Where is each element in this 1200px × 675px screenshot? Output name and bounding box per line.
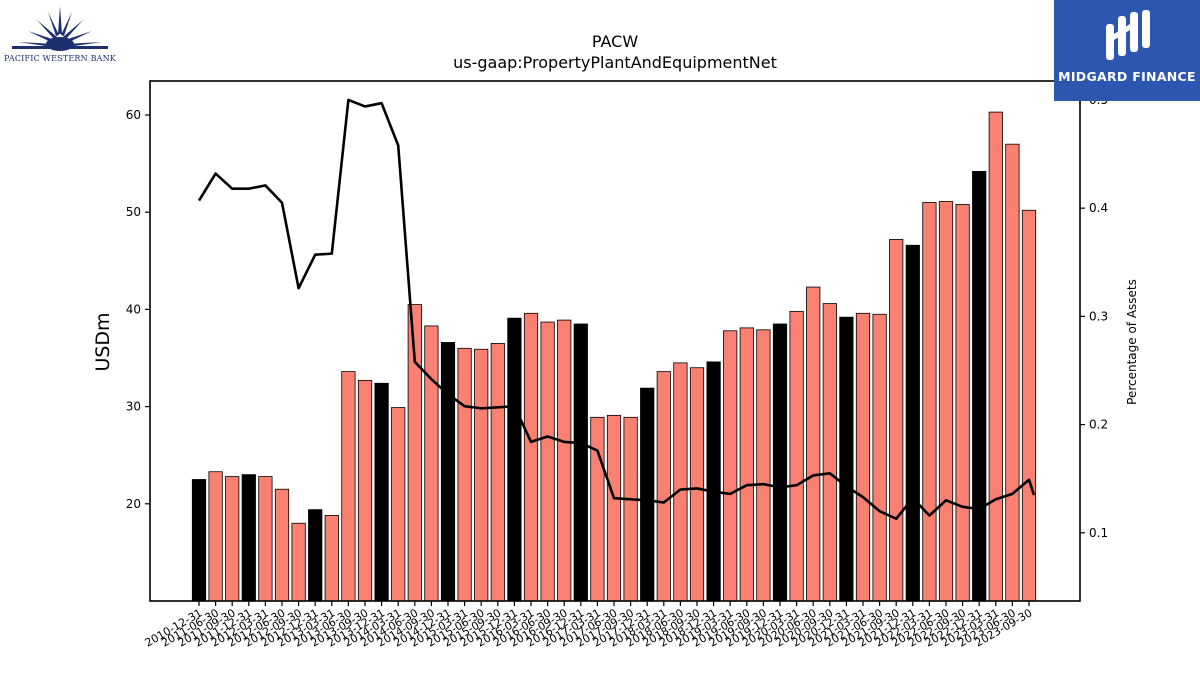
bar xyxy=(756,329,771,602)
bar xyxy=(308,509,323,602)
bar xyxy=(872,313,887,602)
midgard-finance-logo: MIDGARD FINANCE xyxy=(1054,0,1200,101)
bar xyxy=(391,407,406,602)
midgard-mark-icon xyxy=(1106,10,1150,60)
bar xyxy=(689,367,705,602)
bar xyxy=(258,476,273,602)
bar xyxy=(540,321,555,602)
bar xyxy=(557,319,572,602)
bar xyxy=(772,323,788,602)
y2-tick-label: 0.4 xyxy=(1089,201,1108,215)
bar xyxy=(490,343,505,602)
bar xyxy=(1005,143,1020,602)
y-axis-label: USDm xyxy=(92,312,114,371)
bar xyxy=(191,479,207,602)
bar xyxy=(241,474,256,602)
midgard-finance-text: MIDGARD FINANCE xyxy=(1058,69,1196,84)
y2-tick-label: 0.1 xyxy=(1089,526,1108,540)
sunburst-icon xyxy=(12,6,108,51)
bar xyxy=(673,362,688,602)
bar xyxy=(606,414,622,602)
bar xyxy=(1021,209,1037,602)
bar xyxy=(822,303,837,602)
bar xyxy=(440,342,456,602)
y-tick-label: 30 xyxy=(126,400,141,414)
bar xyxy=(573,323,588,602)
bar xyxy=(474,348,489,602)
plot-frame xyxy=(149,80,1081,602)
y2-axis-label: Percentage of Assets xyxy=(1125,279,1139,405)
bar xyxy=(656,371,671,602)
bank-name-text: PACIFIC WESTERN BANK xyxy=(4,54,116,63)
bar xyxy=(640,387,655,602)
bar xyxy=(839,316,854,602)
y2-tick-label: 0.2 xyxy=(1089,418,1108,432)
bar xyxy=(324,515,339,602)
bar xyxy=(357,379,373,602)
bar xyxy=(905,244,920,602)
bar xyxy=(938,201,954,602)
bar xyxy=(208,471,223,602)
bar xyxy=(855,312,871,602)
y-tick-label: 50 xyxy=(126,205,141,219)
bar xyxy=(457,347,472,602)
bar xyxy=(623,416,638,602)
y-tick-label: 20 xyxy=(126,497,141,511)
bar xyxy=(374,382,389,602)
bar xyxy=(225,476,240,602)
bar xyxy=(988,111,1003,602)
bar xyxy=(341,371,356,602)
pacific-western-bank-logo: PACIFIC WESTERN BANK xyxy=(4,4,116,66)
y-tick-label: 40 xyxy=(126,302,141,316)
bar xyxy=(424,325,439,602)
bar xyxy=(274,488,290,602)
bar xyxy=(291,522,306,602)
bar xyxy=(889,239,904,602)
bar xyxy=(789,310,804,602)
bar xyxy=(972,170,987,602)
bar xyxy=(706,361,721,602)
chart-title: PACW xyxy=(591,32,639,51)
bar xyxy=(523,312,539,602)
y2-tick-label: 0.3 xyxy=(1089,309,1108,323)
bar xyxy=(507,317,522,602)
chart-subtitle: us-gaap:PropertyPlantAndEquipmentNet xyxy=(453,53,777,72)
bar xyxy=(806,286,821,602)
bar xyxy=(922,202,937,602)
bar xyxy=(723,330,738,602)
bar xyxy=(739,327,754,602)
bar xyxy=(590,416,605,602)
y-tick-label: 60 xyxy=(126,108,141,122)
bar xyxy=(955,204,970,602)
percentage-line xyxy=(197,98,1036,521)
